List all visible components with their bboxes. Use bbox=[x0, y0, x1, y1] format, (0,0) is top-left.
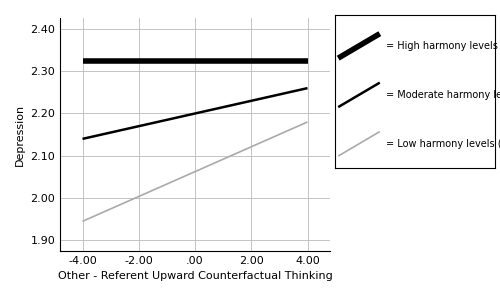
Text: = Low harmony levels (-3.750): = Low harmony levels (-3.750) bbox=[386, 139, 500, 149]
X-axis label: Other - Referent Upward Counterfactual Thinking: Other - Referent Upward Counterfactual T… bbox=[58, 271, 332, 281]
Y-axis label: Depression: Depression bbox=[14, 103, 24, 166]
Text: = High harmony levels (3.750): = High harmony levels (3.750) bbox=[386, 41, 500, 51]
Text: = Moderate harmony levels (.000): = Moderate harmony levels (.000) bbox=[386, 90, 500, 100]
